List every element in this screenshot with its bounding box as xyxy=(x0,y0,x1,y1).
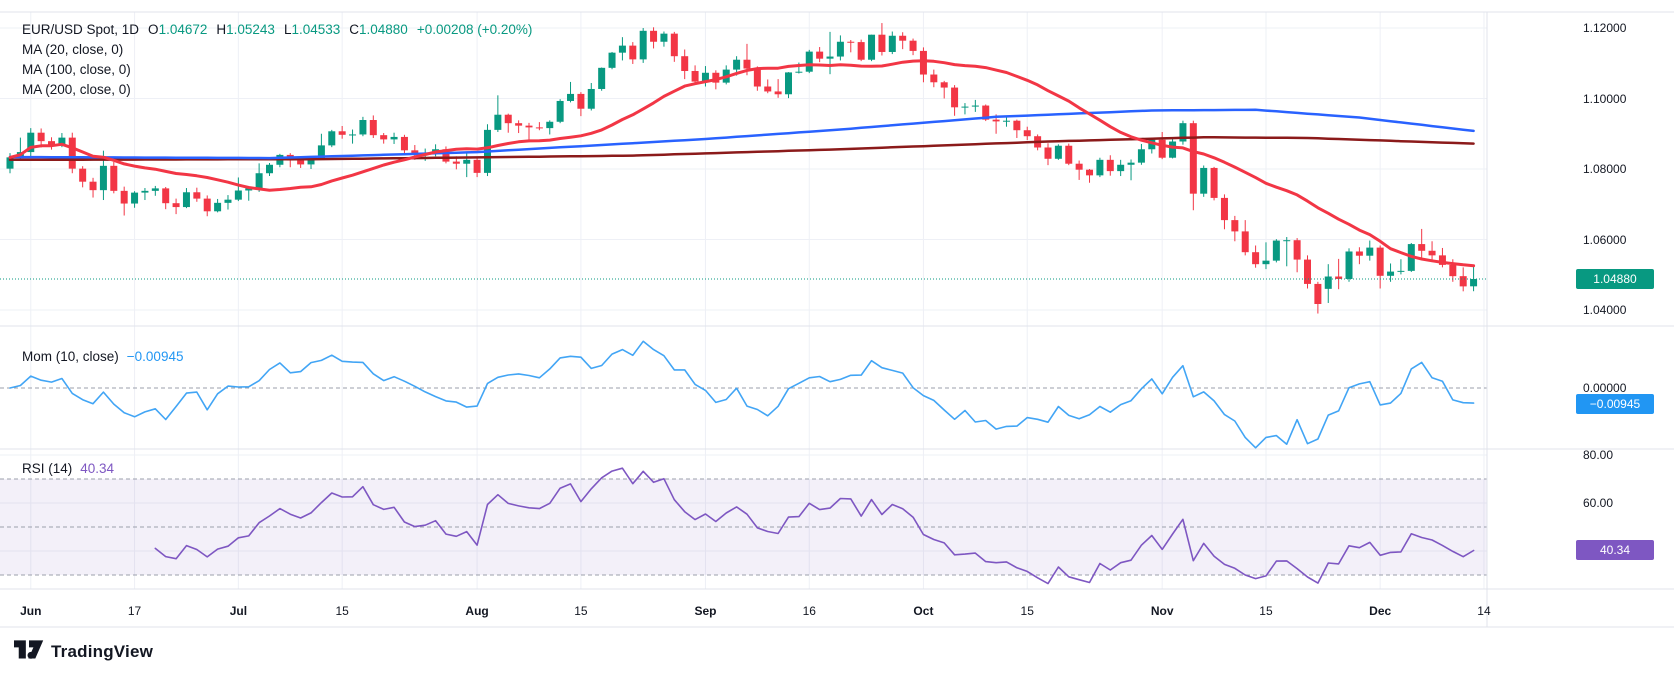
time-tick-label: 15 xyxy=(1020,604,1034,618)
ma200-label: MA (200, close, 0) xyxy=(22,82,131,97)
momentum-legend-row[interactable]: Mom (10, close) −0.00945 xyxy=(22,349,183,364)
time-tick-label: Jul xyxy=(229,604,248,618)
tradingview-logo-icon xyxy=(14,636,44,667)
price-tick-label: 1.08000 xyxy=(1583,162,1627,176)
time-tick-label: 16 xyxy=(802,604,816,618)
ma200-legend-row[interactable]: MA (200, close, 0) xyxy=(22,80,532,100)
ma20-legend-row[interactable]: MA (20, close, 0) xyxy=(22,40,532,60)
tradingview-logo[interactable]: TradingView xyxy=(14,636,153,667)
rsi-tick-label: 80.00 xyxy=(1583,448,1614,462)
time-tick-label: 14 xyxy=(1477,604,1491,618)
symbol-title: EUR/USD Spot, 1D xyxy=(22,22,140,37)
main-legend: EUR/USD Spot, 1D O1.04672 H1.05243 L1.04533… xyxy=(22,20,532,100)
rsi-value: 40.34 xyxy=(80,461,115,476)
rsi-label: RSI (14) xyxy=(22,461,73,476)
time-tick-label: 15 xyxy=(335,604,349,618)
time-tick-label: 17 xyxy=(127,604,142,618)
time-tick-label: Nov xyxy=(1150,604,1174,618)
ohlc-close: C1.04880 xyxy=(349,22,408,37)
price-tick-label: 1.12000 xyxy=(1583,21,1627,35)
symbol-row[interactable]: EUR/USD Spot, 1D O1.04672 H1.05243 L1.04533… xyxy=(22,20,532,40)
current-price-badge: 1.04880 xyxy=(1576,268,1654,289)
ohlc-open: O1.04672 xyxy=(148,22,208,37)
time-tick-label: Aug xyxy=(465,604,489,618)
momentum-tick-label: 0.00000 xyxy=(1583,381,1627,395)
rsi-legend-row[interactable]: RSI (14) 40.34 xyxy=(22,461,114,476)
ma20-label: MA (20, close, 0) xyxy=(22,42,124,57)
ohlc-high: H1.05243 xyxy=(216,22,275,37)
price-tick-label: 1.10000 xyxy=(1583,91,1627,106)
price-tick-label: 1.04000 xyxy=(1583,303,1627,317)
time-tick-label: Sep xyxy=(694,604,717,618)
time-tick-label: Jun xyxy=(20,604,42,618)
time-tick-label: Dec xyxy=(1369,604,1392,618)
momentum-value: −0.00945 xyxy=(126,349,184,364)
ma100-label: MA (100, close, 0) xyxy=(22,62,131,77)
time-tick-label: 15 xyxy=(574,604,588,618)
tradingview-logo-text: TradingView xyxy=(51,641,154,661)
momentum-label: Mom (10, close) xyxy=(22,349,119,364)
rsi-tick-label: 60.00 xyxy=(1583,496,1614,510)
ohlc-low: L1.04533 xyxy=(283,22,341,37)
momentum-value-badge: −0.00945 xyxy=(1576,393,1654,414)
rsi-value-badge: 40.34 xyxy=(1576,540,1654,561)
time-tick-label: Oct xyxy=(913,604,934,618)
change-value: +0.00208 (+0.20%) xyxy=(416,22,533,37)
time-tick-label: 15 xyxy=(1259,604,1273,618)
ma100-legend-row[interactable]: MA (100, close, 0) xyxy=(22,60,532,80)
price-tick-label: 1.06000 xyxy=(1583,232,1627,247)
